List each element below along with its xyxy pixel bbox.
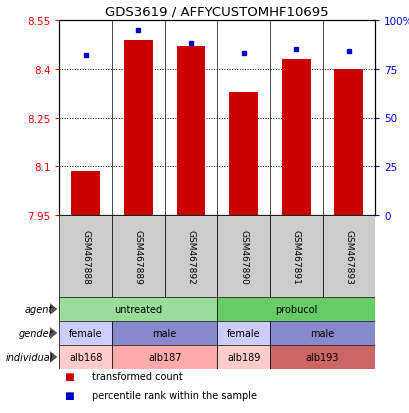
Text: alb189: alb189 — [226, 352, 260, 362]
Text: male: male — [152, 328, 176, 338]
Text: alb193: alb193 — [305, 352, 338, 362]
Bar — [124, 40, 153, 216]
Bar — [59, 321, 112, 345]
Text: gender: gender — [19, 328, 53, 338]
Text: probucol: probucol — [274, 304, 317, 314]
Text: alb187: alb187 — [148, 352, 181, 362]
Text: GSM467888: GSM467888 — [81, 229, 90, 284]
Text: GSM467889: GSM467889 — [134, 229, 142, 284]
Text: untreated: untreated — [114, 304, 162, 314]
Polygon shape — [50, 351, 57, 363]
Bar — [217, 216, 269, 297]
Text: alb168: alb168 — [69, 352, 102, 362]
Bar — [229, 92, 257, 216]
Bar — [112, 345, 217, 369]
Bar — [334, 69, 362, 216]
Bar — [59, 345, 112, 369]
Bar — [112, 216, 164, 297]
Text: agent: agent — [25, 304, 53, 314]
Bar — [164, 216, 217, 297]
Text: female: female — [69, 328, 102, 338]
Bar — [269, 345, 374, 369]
Bar — [59, 216, 112, 297]
Bar — [217, 345, 269, 369]
Bar — [112, 321, 217, 345]
Polygon shape — [50, 304, 57, 315]
Text: GSM467893: GSM467893 — [344, 229, 353, 284]
Text: GSM467890: GSM467890 — [238, 229, 247, 284]
Bar — [71, 172, 100, 216]
Text: female: female — [226, 328, 260, 338]
Text: ■: ■ — [63, 390, 73, 401]
Bar — [217, 321, 269, 345]
Text: GSM467892: GSM467892 — [186, 229, 195, 284]
Text: ■: ■ — [63, 372, 73, 382]
Bar — [269, 216, 322, 297]
Polygon shape — [50, 328, 57, 339]
Text: percentile rank within the sample: percentile rank within the sample — [92, 390, 256, 401]
Text: GSM467891: GSM467891 — [291, 229, 300, 284]
Bar — [217, 297, 374, 321]
Title: GDS3619 / AFFYCUSTOMHF10695: GDS3619 / AFFYCUSTOMHF10695 — [105, 5, 328, 19]
Text: transformed count: transformed count — [92, 372, 182, 382]
Bar — [59, 297, 217, 321]
Text: male: male — [310, 328, 334, 338]
Bar — [176, 47, 205, 216]
Bar — [269, 321, 374, 345]
Text: individual: individual — [6, 352, 53, 362]
Bar — [322, 216, 374, 297]
Bar — [281, 60, 310, 216]
